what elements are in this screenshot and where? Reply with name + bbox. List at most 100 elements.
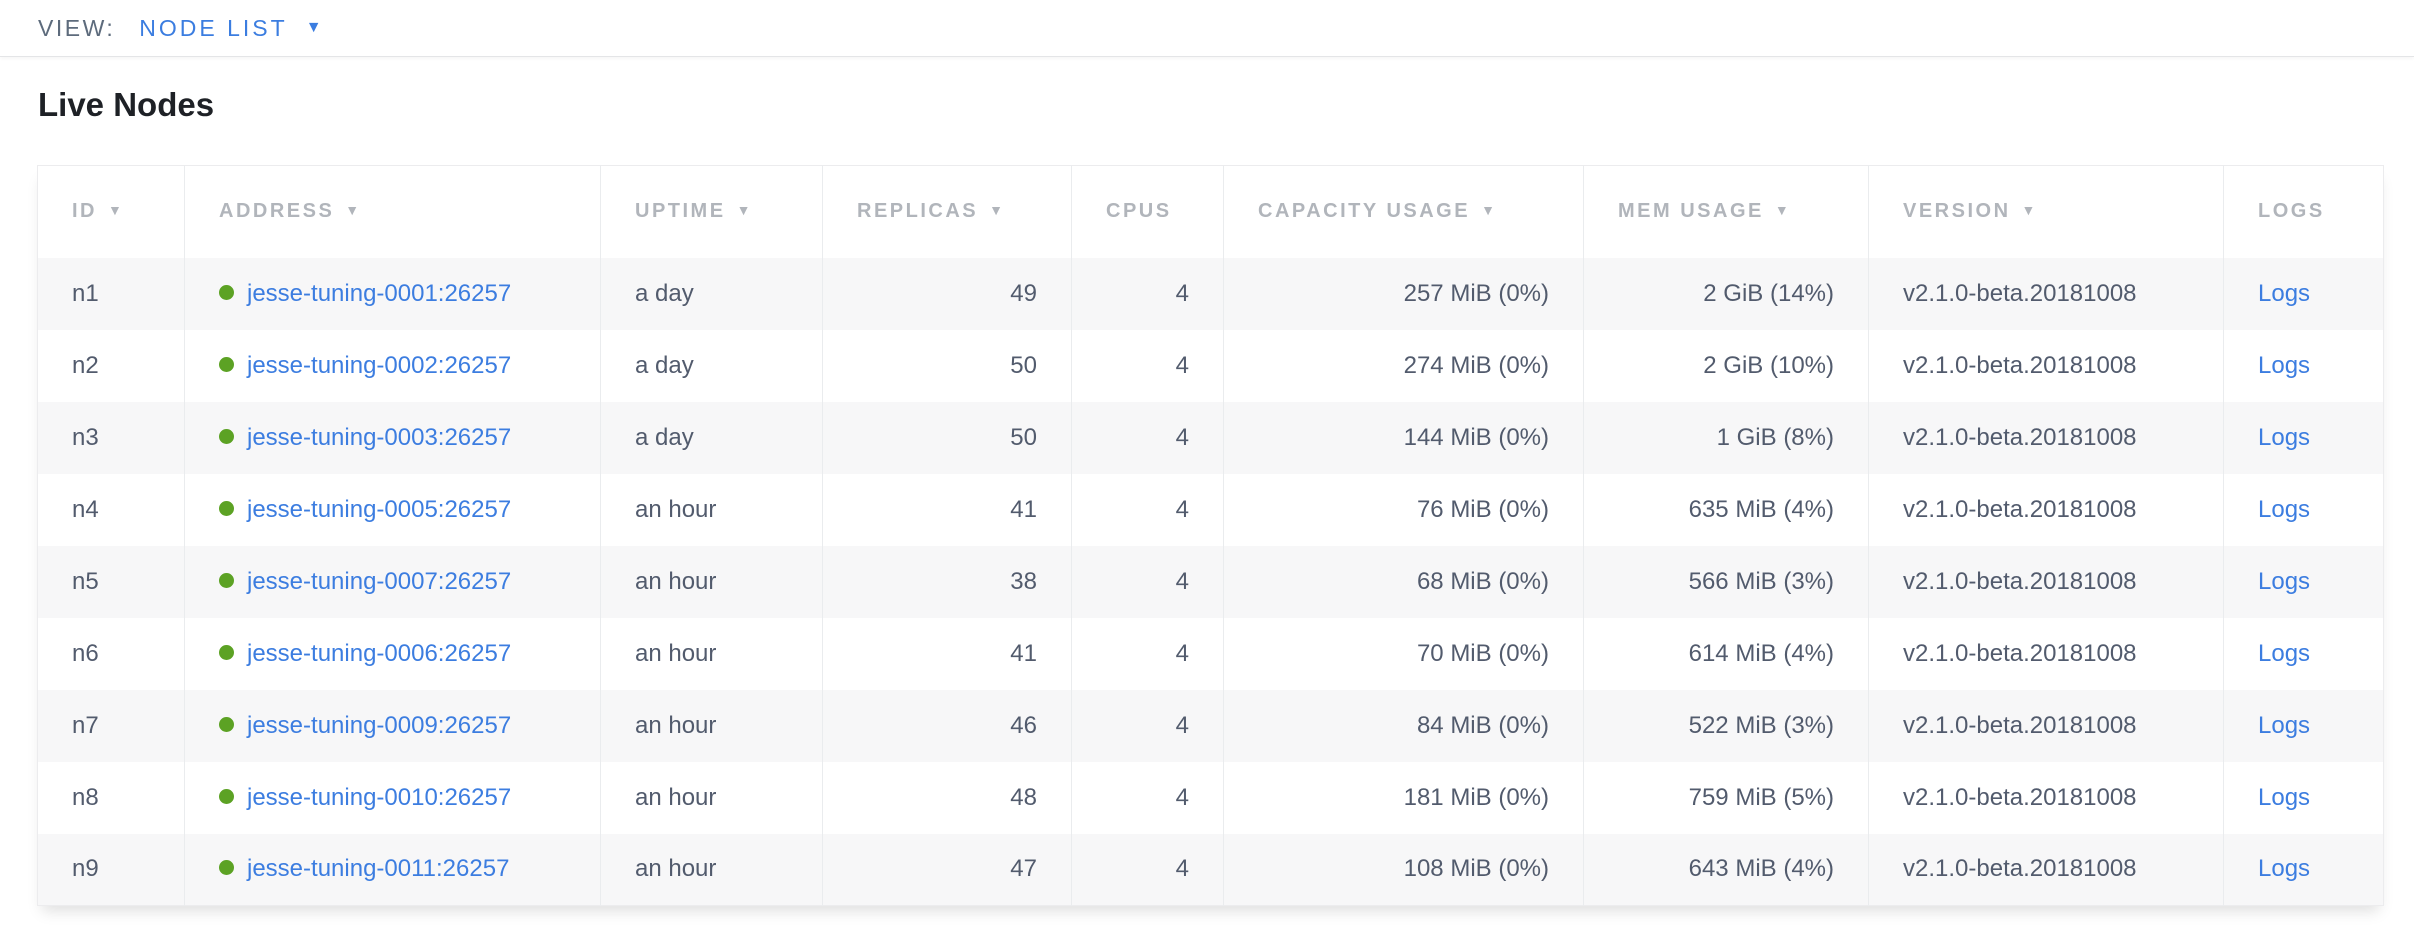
- column-header-replicas[interactable]: REPLICAS ▼: [822, 165, 1072, 258]
- view-label: VIEW:: [38, 14, 116, 41]
- address-link[interactable]: jesse-tuning-0010:26257: [247, 783, 512, 811]
- cell-version: v2.1.0-beta.20181008: [1868, 401, 2224, 474]
- column-header-id[interactable]: ID ▼: [37, 165, 185, 258]
- table-row: n2 jesse-tuning-0002:26257 a day 50 4 274 MiB…: [37, 329, 2384, 402]
- cell-id: n4: [37, 473, 185, 546]
- column-header-uptime[interactable]: UPTIME ▼: [600, 165, 823, 258]
- cell-replicas: 47: [822, 833, 1072, 906]
- cell-capacity: 144 MiB (0%): [1223, 401, 1584, 474]
- address-link[interactable]: jesse-tuning-0005:26257: [247, 495, 512, 523]
- logs-link[interactable]: Logs: [2258, 495, 2311, 523]
- cell-version: v2.1.0-beta.20181008: [1868, 545, 2224, 618]
- address-link[interactable]: jesse-tuning-0007:26257: [247, 567, 512, 595]
- logs-link[interactable]: Logs: [2258, 423, 2311, 451]
- sort-caret-icon: ▼: [345, 202, 362, 219]
- live-nodes-table: ID ▼ ADDRESS ▼ UPTIME ▼ REPLICAS ▼ CPUS CAPACITY …: [37, 165, 2384, 906]
- cell-address: jesse-tuning-0010:26257: [184, 761, 601, 834]
- sort-caret-icon: ▼: [989, 202, 1006, 219]
- logs-link[interactable]: Logs: [2258, 351, 2311, 379]
- table-row: n5 jesse-tuning-0007:26257 an hour 38 4 68 Mi…: [37, 545, 2384, 618]
- cell-id: n1: [37, 257, 185, 330]
- cell-replicas: 50: [822, 329, 1072, 402]
- logs-link[interactable]: Logs: [2258, 639, 2311, 667]
- cell-uptime: an hour: [600, 473, 823, 546]
- sort-caret-icon: ▼: [1774, 202, 1792, 219]
- healthy-status-icon: [219, 500, 234, 516]
- cell-capacity: 274 MiB (0%): [1223, 329, 1584, 402]
- table-body: n1 jesse-tuning-0001:26257 a day 49 4 257 MiB…: [37, 257, 2384, 906]
- cell-version: v2.1.0-beta.20181008: [1868, 617, 2224, 690]
- column-label: REPLICAS: [857, 200, 979, 223]
- cell-address: jesse-tuning-0009:26257: [184, 689, 601, 762]
- cell-version: v2.1.0-beta.20181008: [1868, 329, 2224, 402]
- address-link[interactable]: jesse-tuning-0002:26257: [247, 351, 512, 379]
- healthy-status-icon: [219, 356, 234, 372]
- column-label: CPUS: [1106, 200, 1172, 223]
- view-bar: VIEW: NODE LIST ▼: [0, 0, 2414, 57]
- column-header-address[interactable]: ADDRESS ▼: [184, 165, 601, 258]
- sort-caret-icon: ▼: [1481, 202, 1498, 219]
- healthy-status-icon: [219, 716, 234, 732]
- cell-logs: Logs: [2223, 689, 2384, 762]
- cell-uptime: an hour: [600, 545, 823, 618]
- healthy-status-icon: [219, 788, 234, 804]
- chevron-down-icon: ▼: [305, 19, 322, 36]
- table-header: ID ▼ ADDRESS ▼ UPTIME ▼ REPLICAS ▼ CPUS CAPACITY …: [37, 165, 2384, 258]
- cell-replicas: 46: [822, 689, 1072, 762]
- column-header-capacity[interactable]: CAPACITY USAGE ▼: [1223, 165, 1584, 258]
- logs-link[interactable]: Logs: [2258, 855, 2311, 883]
- cell-replicas: 41: [822, 473, 1072, 546]
- column-label: ADDRESS: [219, 200, 335, 223]
- cell-mem: 1 GiB (8%): [1583, 401, 1869, 474]
- cell-capacity: 181 MiB (0%): [1223, 761, 1584, 834]
- cell-capacity: 76 MiB (0%): [1223, 473, 1584, 546]
- sort-caret-icon: ▼: [108, 202, 125, 219]
- table-row: n8 jesse-tuning-0010:26257 an hour 48 4 181 M…: [37, 761, 2384, 834]
- cell-uptime: an hour: [600, 689, 823, 762]
- column-header-logs: LOGS: [2223, 165, 2384, 258]
- column-header-mem[interactable]: MEM USAGE ▼: [1583, 165, 1869, 258]
- cell-replicas: 48: [822, 761, 1072, 834]
- cell-cpus: 4: [1071, 473, 1224, 546]
- cell-logs: Logs: [2223, 833, 2384, 906]
- view-dropdown-value: NODE LIST: [139, 14, 288, 41]
- cell-cpus: 4: [1071, 617, 1224, 690]
- table-row: n7 jesse-tuning-0009:26257 an hour 46 4 84 Mi…: [37, 689, 2384, 762]
- cell-mem: 566 MiB (3%): [1583, 545, 1869, 618]
- logs-link[interactable]: Logs: [2258, 567, 2311, 595]
- address-link[interactable]: jesse-tuning-0003:26257: [247, 423, 512, 451]
- cell-logs: Logs: [2223, 473, 2384, 546]
- cell-id: n9: [37, 833, 185, 906]
- cell-mem: 643 MiB (4%): [1583, 833, 1869, 906]
- table-row: n3 jesse-tuning-0003:26257 a day 50 4 144 MiB…: [37, 401, 2384, 474]
- cell-mem: 635 MiB (4%): [1583, 473, 1869, 546]
- logs-link[interactable]: Logs: [2258, 711, 2311, 739]
- view-dropdown[interactable]: NODE LIST ▼: [139, 15, 321, 42]
- cell-id: n2: [37, 329, 185, 402]
- logs-link[interactable]: Logs: [2258, 279, 2311, 307]
- cell-uptime: an hour: [600, 833, 823, 906]
- cell-uptime: an hour: [600, 761, 823, 834]
- address-link[interactable]: jesse-tuning-0001:26257: [247, 279, 512, 307]
- cell-logs: Logs: [2223, 401, 2384, 474]
- column-label: CAPACITY USAGE: [1258, 200, 1471, 223]
- cell-cpus: 4: [1071, 401, 1224, 474]
- column-header-version[interactable]: VERSION ▼: [1868, 165, 2224, 258]
- cell-address: jesse-tuning-0003:26257: [184, 401, 601, 474]
- column-label: ID: [72, 200, 97, 223]
- cell-cpus: 4: [1071, 257, 1224, 330]
- cell-logs: Logs: [2223, 545, 2384, 618]
- address-link[interactable]: jesse-tuning-0011:26257: [247, 855, 510, 883]
- cell-address: jesse-tuning-0006:26257: [184, 617, 601, 690]
- address-link[interactable]: jesse-tuning-0009:26257: [247, 711, 512, 739]
- address-link[interactable]: jesse-tuning-0006:26257: [247, 639, 512, 667]
- table-row: n4 jesse-tuning-0005:26257 an hour 41 4 76 Mi…: [37, 473, 2384, 546]
- cell-address: jesse-tuning-0001:26257: [184, 257, 601, 330]
- cell-mem: 2 GiB (14%): [1583, 257, 1869, 330]
- cell-replicas: 49: [822, 257, 1072, 330]
- cell-capacity: 84 MiB (0%): [1223, 689, 1584, 762]
- healthy-status-icon: [219, 860, 234, 876]
- cell-version: v2.1.0-beta.20181008: [1868, 689, 2224, 762]
- cell-cpus: 4: [1071, 833, 1224, 906]
- logs-link[interactable]: Logs: [2258, 783, 2311, 811]
